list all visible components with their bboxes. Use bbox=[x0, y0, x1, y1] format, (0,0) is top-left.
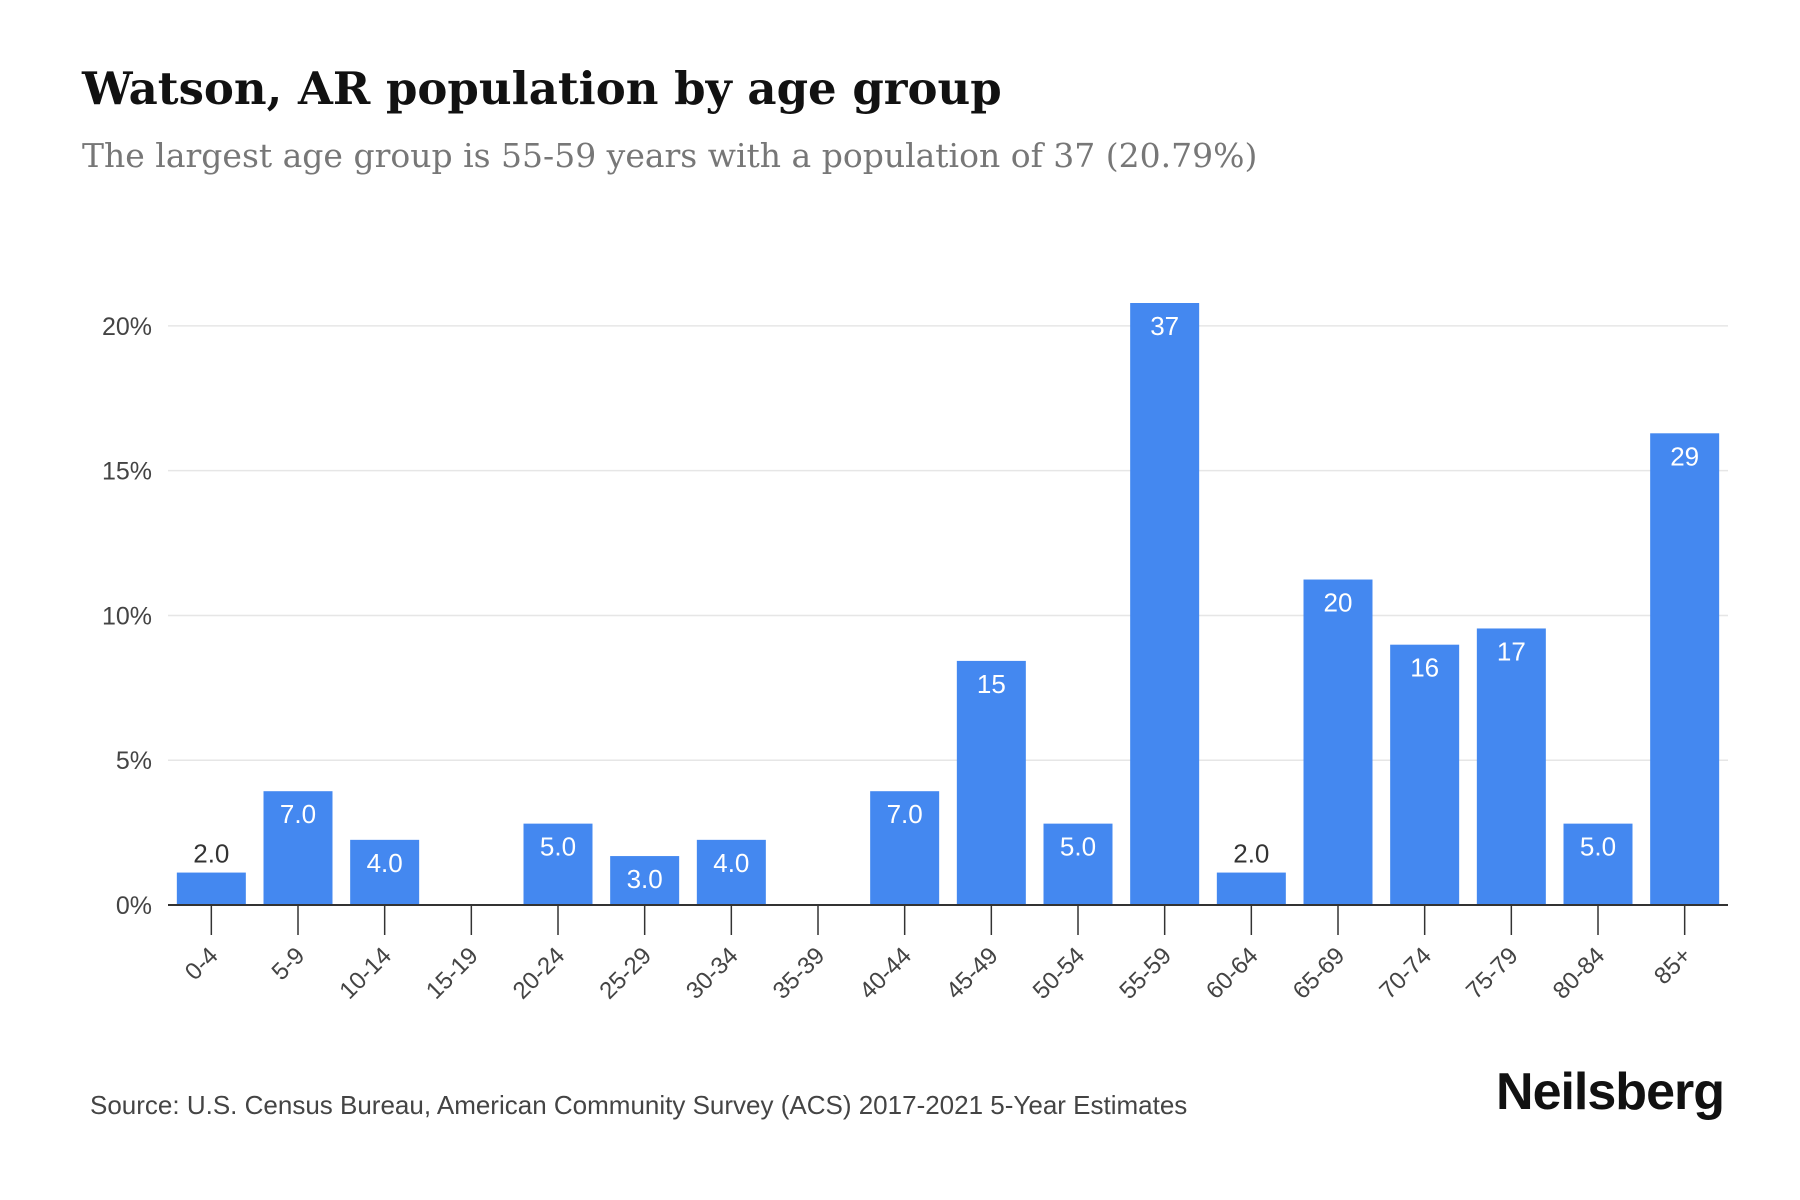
brand-logo: Neilsberg bbox=[1496, 1063, 1725, 1121]
x-tick-label: 45-49 bbox=[941, 942, 1004, 1005]
x-tick-label: 10-14 bbox=[334, 942, 397, 1005]
data-label: 37 bbox=[1150, 311, 1179, 341]
bar bbox=[176, 872, 246, 905]
bar bbox=[263, 791, 333, 905]
data-label: 15 bbox=[977, 669, 1006, 699]
x-tick-label: 85+ bbox=[1649, 942, 1697, 990]
x-tick-label: 40-44 bbox=[854, 942, 917, 1005]
x-tick-label: 25-29 bbox=[594, 942, 657, 1005]
data-label: 4.0 bbox=[713, 848, 749, 878]
data-label: 2.0 bbox=[1233, 839, 1269, 869]
x-tick-label: 65-69 bbox=[1288, 942, 1351, 1005]
data-label: 4.0 bbox=[367, 848, 403, 878]
x-tick-label: 30-34 bbox=[681, 942, 744, 1005]
bar bbox=[1476, 628, 1546, 905]
data-label: 29 bbox=[1670, 441, 1699, 471]
data-label: 5.0 bbox=[540, 832, 576, 862]
data-label: 17 bbox=[1497, 636, 1526, 666]
x-tick-label: 35-39 bbox=[768, 942, 831, 1005]
bar bbox=[350, 839, 420, 905]
bar bbox=[1130, 303, 1200, 905]
bar bbox=[1650, 433, 1720, 905]
y-axis-labels: 0% 5% 10% 15% 20% bbox=[102, 313, 152, 920]
gridlines bbox=[168, 325, 1728, 761]
x-tick-label: 20-24 bbox=[508, 942, 571, 1005]
data-label: 20 bbox=[1324, 588, 1353, 618]
bar bbox=[696, 839, 766, 905]
data-label: 5.0 bbox=[1580, 832, 1616, 862]
bar bbox=[956, 660, 1026, 905]
data-label: 2.0 bbox=[193, 839, 229, 869]
bar bbox=[1043, 823, 1113, 905]
bar-chart: 2.0 7.0 4.0 5.0 3.0 4.0 7.0 15 5.0 37 2.0 20 16 17 5.0… bbox=[102, 303, 1728, 1005]
bar bbox=[1390, 644, 1460, 905]
data-label: 7.0 bbox=[887, 799, 923, 829]
x-tick-label: 80-84 bbox=[1548, 942, 1611, 1005]
x-axis-labels: 0-4 5-9 10-14 15-19 20-24 25-29 30-34 35-39 40-4… bbox=[180, 942, 1697, 1005]
x-tick-label: 50-54 bbox=[1028, 942, 1091, 1005]
bar bbox=[1563, 823, 1633, 905]
source-note: Source: U.S. Census Bureau, American Com… bbox=[90, 1090, 1188, 1120]
y-tick-label: 15% bbox=[102, 458, 152, 486]
x-tick-label: 75-79 bbox=[1461, 942, 1524, 1005]
chart-subtitle: The largest age group is 55-59 years wit… bbox=[82, 136, 1258, 175]
bar bbox=[523, 823, 593, 905]
data-label: 16 bbox=[1410, 653, 1439, 683]
x-tick-label: 15-19 bbox=[421, 942, 484, 1005]
x-tick-label: 70-74 bbox=[1374, 942, 1437, 1005]
x-tick-label: 0-4 bbox=[180, 942, 224, 986]
bars: 2.0 7.0 4.0 5.0 3.0 4.0 7.0 15 5.0 37 2.0 20 16 17 5.0… bbox=[176, 303, 1720, 905]
data-label: 5.0 bbox=[1060, 832, 1096, 862]
data-label: 7.0 bbox=[280, 799, 316, 829]
y-tick-label: 5% bbox=[116, 747, 152, 775]
bar bbox=[870, 791, 940, 905]
bar bbox=[1303, 579, 1373, 905]
x-tick-label: 5-9 bbox=[267, 942, 311, 986]
x-tick-label: 60-64 bbox=[1201, 942, 1264, 1005]
y-tick-label: 0% bbox=[116, 892, 152, 920]
x-axis bbox=[168, 904, 1728, 935]
x-tick-label: 55-59 bbox=[1114, 942, 1177, 1005]
y-tick-label: 10% bbox=[102, 602, 152, 630]
chart-title: Watson, AR population by age group bbox=[82, 62, 1002, 115]
data-label: 3.0 bbox=[627, 864, 663, 894]
bar bbox=[610, 856, 680, 905]
y-tick-label: 20% bbox=[102, 313, 152, 341]
bar bbox=[1216, 872, 1286, 905]
